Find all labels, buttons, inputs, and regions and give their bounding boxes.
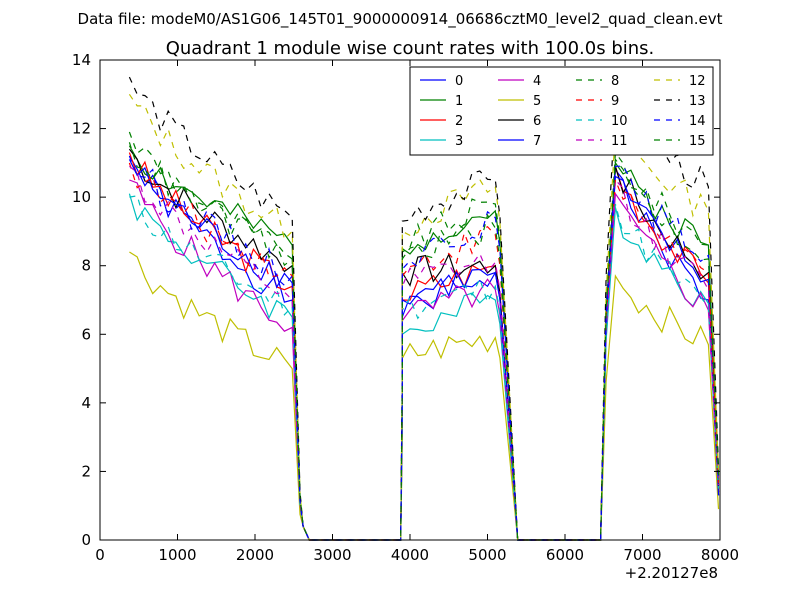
y-tick-label: 2 (81, 462, 91, 480)
plot-area: 0 1000 2000 3000 4000 5000 6000 7000 80000246810… (72, 51, 739, 564)
x-tick-label: 4000 (391, 546, 429, 564)
legend-label-5: 5 (533, 94, 541, 109)
chart-title: Quadrant 1 module wise count rates with … (166, 38, 655, 59)
legend-label-2: 2 (455, 114, 463, 129)
plot-frame (99, 59, 721, 541)
y-tick-label: 14 (72, 51, 91, 69)
series-line-12 (128, 93, 720, 541)
legend-box (409, 66, 714, 156)
legend-label-3: 3 (455, 134, 463, 149)
series-line-5 (129, 251, 720, 541)
legend-label-6: 6 (533, 114, 541, 129)
x-tick-label: 7000 (623, 546, 661, 564)
x-tick-label: 3000 (313, 546, 351, 564)
y-tick-label: 12 (72, 120, 91, 138)
series-line-4 (129, 179, 720, 541)
series-line-9 (128, 162, 720, 541)
figure-suptitle: Data file: modeM0/AS1G06_145T01_90000009… (78, 10, 723, 29)
y-tick-label: 8 (81, 257, 91, 275)
y-tick-label: 10 (72, 188, 91, 206)
y-tick-label: 0 (81, 531, 91, 549)
legend-label-4: 4 (533, 74, 541, 89)
y-tick-label: 6 (81, 325, 91, 343)
legend-label-9: 9 (611, 94, 619, 109)
legend-label-8: 8 (611, 74, 619, 89)
x-tick-label: 8000 (701, 546, 739, 564)
legend-label-7: 7 (533, 134, 541, 149)
legend-label-13: 13 (689, 94, 706, 109)
series-line-8 (128, 131, 720, 541)
legend-label-11: 11 (611, 134, 628, 149)
series-line-3 (128, 193, 720, 541)
y-tick-label: 4 (81, 394, 91, 412)
axes-group: 0 1000 2000 3000 4000 5000 6000 7000 80000246810… (72, 51, 739, 564)
series-line-15 (128, 142, 720, 541)
legend-label-0: 0 (455, 74, 463, 89)
series-line-14 (128, 155, 720, 541)
series-line-0 (128, 155, 720, 541)
x-tick-label: 1000 (158, 546, 196, 564)
series-line-6 (128, 148, 720, 541)
legend-label-12: 12 (689, 74, 706, 89)
x-tick-label: 5000 (468, 546, 506, 564)
x-tick-label: 6000 (546, 546, 584, 564)
x-tick-label: 2000 (236, 546, 274, 564)
legend-label-15: 15 (689, 134, 706, 149)
series-line-11 (129, 165, 720, 541)
legend-label-1: 1 (455, 94, 463, 109)
legend-label-14: 14 (689, 114, 706, 129)
x-tick-label: 0 (95, 546, 105, 564)
series-line-7 (128, 159, 720, 541)
x-axis-offset-label: +2.20127e8 (625, 564, 718, 582)
series-line-10 (129, 195, 720, 541)
legend-label-10: 10 (611, 114, 628, 129)
series-line-2 (128, 152, 720, 541)
series-line-1 (128, 145, 720, 541)
series-group (128, 76, 720, 541)
